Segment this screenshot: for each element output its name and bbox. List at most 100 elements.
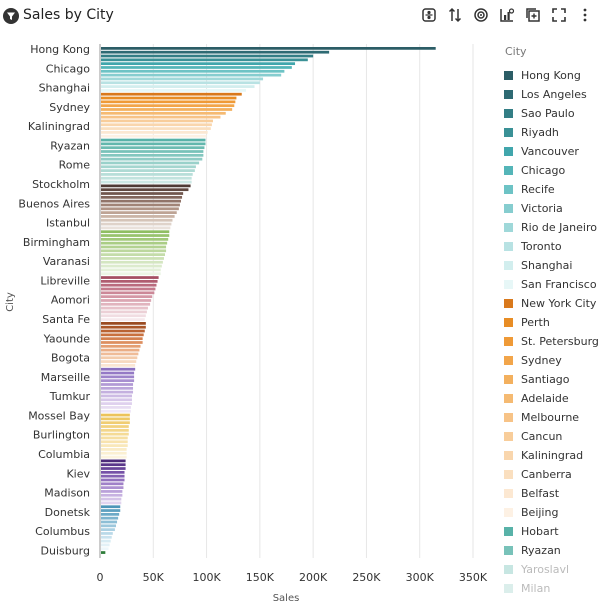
bar[interactable] <box>101 356 138 360</box>
bar[interactable] <box>101 394 132 398</box>
bar[interactable] <box>101 459 126 463</box>
bar[interactable] <box>101 467 126 470</box>
legend-item[interactable]: Melbourne <box>504 408 579 427</box>
more-icon[interactable] <box>576 5 594 25</box>
bar[interactable] <box>101 268 161 272</box>
bar[interactable] <box>101 89 246 92</box>
legend-item[interactable]: Shanghai <box>504 256 572 275</box>
legend-item[interactable]: Chicago <box>504 161 565 180</box>
bar[interactable] <box>101 516 119 520</box>
bar[interactable] <box>101 123 212 127</box>
bar[interactable] <box>101 195 183 199</box>
bar[interactable] <box>101 440 128 444</box>
bar[interactable] <box>101 142 206 146</box>
bar[interactable] <box>101 463 126 467</box>
bar[interactable] <box>101 131 208 134</box>
legend-item[interactable]: Adelaide <box>504 389 569 408</box>
bar[interactable] <box>101 264 162 268</box>
bar[interactable] <box>101 222 172 226</box>
bar[interactable] <box>101 425 129 428</box>
bar[interactable] <box>101 127 211 130</box>
bar[interactable] <box>101 532 113 535</box>
bar[interactable] <box>101 192 184 195</box>
bar[interactable] <box>101 543 110 547</box>
bar[interactable] <box>101 306 148 310</box>
bar[interactable] <box>101 352 139 356</box>
bar[interactable] <box>101 417 130 421</box>
bar[interactable] <box>101 341 143 344</box>
bar[interactable] <box>101 241 168 245</box>
bar[interactable] <box>101 77 264 81</box>
filter-toggle-icon[interactable] <box>420 5 438 25</box>
legend-item[interactable]: Yaroslavl <box>504 560 569 579</box>
bar[interactable] <box>101 505 121 509</box>
bar[interactable] <box>101 157 203 161</box>
bar[interactable] <box>101 379 135 383</box>
bar[interactable] <box>101 176 192 180</box>
bar[interactable] <box>101 333 144 337</box>
bar[interactable] <box>101 69 285 73</box>
bar[interactable] <box>101 310 147 314</box>
legend-item[interactable]: Kaliningrad <box>504 446 583 465</box>
bar[interactable] <box>101 367 136 371</box>
bar[interactable] <box>101 100 236 104</box>
bar[interactable] <box>101 134 207 138</box>
legend-item[interactable]: Cancun <box>504 427 562 446</box>
bar[interactable] <box>101 211 177 214</box>
bar[interactable] <box>101 283 157 287</box>
bar[interactable] <box>101 302 151 306</box>
bar[interactable] <box>101 188 189 192</box>
bar[interactable] <box>101 318 145 321</box>
bar[interactable] <box>101 436 128 440</box>
bar[interactable] <box>101 406 131 409</box>
bar[interactable] <box>101 119 213 123</box>
bar[interactable] <box>101 73 282 77</box>
bar[interactable] <box>101 62 296 66</box>
bar[interactable] <box>101 245 167 249</box>
bar[interactable] <box>101 218 173 222</box>
bar[interactable] <box>101 322 146 325</box>
fullscreen-icon[interactable] <box>550 5 568 25</box>
bar[interactable] <box>101 451 127 455</box>
bar[interactable] <box>101 512 120 516</box>
bar[interactable] <box>101 92 242 96</box>
bar[interactable] <box>101 199 181 203</box>
bar[interactable] <box>101 524 116 528</box>
bar[interactable] <box>101 398 132 402</box>
legend-item[interactable]: Sydney <box>504 351 562 370</box>
bar[interactable] <box>101 253 166 257</box>
bar[interactable] <box>101 173 193 176</box>
bar[interactable] <box>101 501 122 505</box>
bar[interactable] <box>101 470 125 474</box>
bar[interactable] <box>101 203 180 207</box>
legend-item[interactable]: St. Petersburg <box>504 332 598 351</box>
bar[interactable] <box>101 287 156 291</box>
bar[interactable] <box>101 528 115 532</box>
bar[interactable] <box>101 115 221 119</box>
bar[interactable] <box>101 85 255 88</box>
bar[interactable] <box>101 111 226 115</box>
bar[interactable] <box>101 314 146 318</box>
legend-item[interactable]: Vancouver <box>504 142 579 161</box>
bar[interactable] <box>101 54 314 58</box>
bar[interactable] <box>101 539 111 543</box>
bar[interactable] <box>101 279 158 283</box>
bar[interactable] <box>101 520 118 524</box>
bar[interactable] <box>101 153 204 157</box>
bar[interactable] <box>101 428 129 432</box>
bar[interactable] <box>101 50 330 54</box>
bar[interactable] <box>101 551 106 554</box>
bar[interactable] <box>101 226 171 230</box>
expand-icon[interactable] <box>524 5 542 25</box>
bar[interactable] <box>101 386 134 390</box>
bar[interactable] <box>101 360 137 363</box>
bar[interactable] <box>101 444 128 447</box>
legend-item[interactable]: Toronto <box>504 237 562 256</box>
bar[interactable] <box>101 161 200 165</box>
bar[interactable] <box>101 207 179 211</box>
bar[interactable] <box>101 150 204 153</box>
bar[interactable] <box>101 337 143 341</box>
bar[interactable] <box>101 108 233 111</box>
bar[interactable] <box>101 138 206 142</box>
bar[interactable] <box>101 547 109 551</box>
